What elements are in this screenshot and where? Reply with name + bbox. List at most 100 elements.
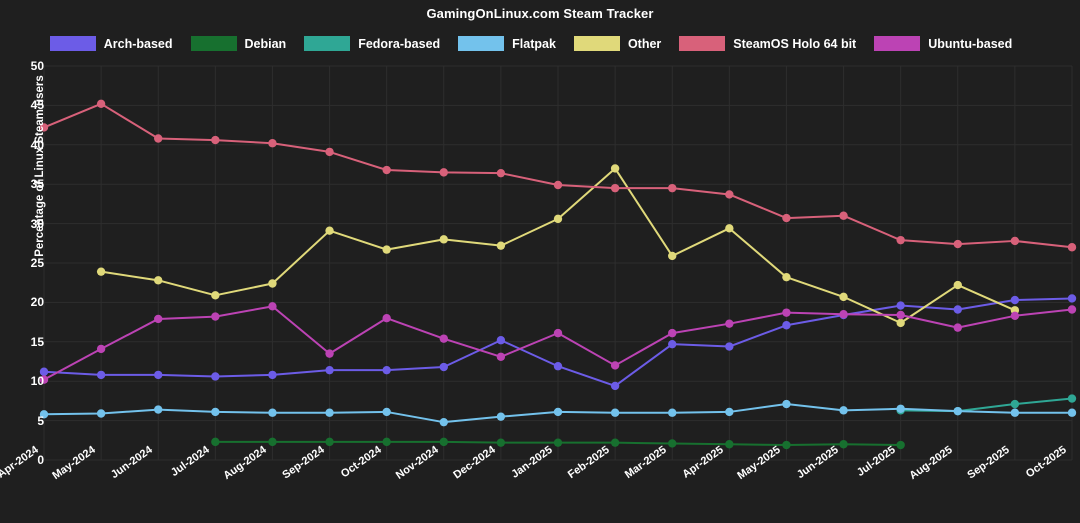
data-point bbox=[725, 319, 734, 328]
legend-item-label: Other bbox=[627, 36, 662, 51]
data-point bbox=[154, 314, 163, 324]
data-point bbox=[1010, 408, 1020, 417]
y-axis-tick-label: 35 bbox=[30, 177, 44, 192]
data-point bbox=[382, 313, 391, 323]
data-point bbox=[896, 310, 905, 320]
legend-swatch-icon bbox=[874, 36, 921, 51]
data-point bbox=[725, 224, 734, 233]
legend-flatpak[interactable]: Flatpak bbox=[458, 36, 556, 51]
data-point bbox=[96, 344, 106, 354]
data-point bbox=[610, 183, 620, 193]
data-point bbox=[896, 318, 905, 328]
legend-ubuntu-based[interactable]: Ubuntu-based bbox=[874, 36, 1012, 51]
data-point bbox=[325, 408, 334, 417]
x-axis-ticks: Apr-2024 May-2024 Jun-2024 Jul-2024 Aug-2024… bbox=[0, 444, 1080, 523]
data-point bbox=[1010, 311, 1020, 320]
data-point bbox=[1067, 305, 1077, 314]
data-point bbox=[39, 367, 49, 376]
data-point bbox=[896, 235, 905, 245]
data-point bbox=[1067, 394, 1077, 403]
legend-swatch-icon bbox=[458, 36, 505, 51]
data-point bbox=[553, 362, 563, 371]
data-point bbox=[154, 370, 163, 380]
data-point bbox=[782, 440, 791, 450]
data-point bbox=[839, 292, 848, 302]
y-axis-tick-label: 50 bbox=[30, 59, 44, 73]
data-point bbox=[668, 439, 677, 448]
y-axis-tick-label: 5 bbox=[37, 413, 44, 428]
legend-swatch-icon bbox=[49, 36, 96, 51]
data-point bbox=[553, 180, 563, 190]
series-other bbox=[96, 164, 1020, 328]
legend-debian[interactable]: Debian bbox=[190, 36, 286, 51]
legend-arch-based[interactable]: Arch-based bbox=[49, 36, 173, 51]
data-point bbox=[839, 440, 848, 449]
legend-fedora-based[interactable]: Fedora-based bbox=[304, 36, 440, 51]
data-point bbox=[496, 352, 506, 361]
legend-item-label: Fedora-based bbox=[358, 36, 441, 51]
data-point bbox=[211, 407, 220, 417]
legend-other[interactable]: Other bbox=[573, 36, 662, 51]
data-point bbox=[896, 404, 905, 413]
data-point bbox=[496, 168, 506, 178]
data-point bbox=[782, 321, 791, 330]
data-point bbox=[1067, 294, 1077, 303]
data-point bbox=[953, 406, 962, 416]
data-point bbox=[553, 438, 563, 447]
data-point bbox=[268, 139, 277, 148]
data-point bbox=[325, 437, 334, 447]
legend-swatch-icon bbox=[304, 36, 351, 51]
data-point bbox=[496, 412, 506, 421]
data-point bbox=[668, 251, 677, 261]
data-point bbox=[154, 134, 163, 143]
data-point bbox=[610, 438, 620, 447]
data-point bbox=[325, 147, 334, 157]
data-point bbox=[896, 301, 905, 310]
data-point bbox=[553, 214, 563, 224]
data-point bbox=[439, 437, 448, 447]
data-point bbox=[382, 365, 391, 375]
data-point bbox=[782, 213, 791, 223]
legend-steamos-holo-64-bit[interactable]: SteamOS Holo 64 bit bbox=[679, 36, 856, 51]
data-point bbox=[268, 279, 277, 288]
data-point bbox=[268, 370, 277, 380]
data-point bbox=[211, 135, 220, 145]
data-point bbox=[268, 408, 277, 417]
y-axis-ticks: 0 5 10 15 20 25 30 35 40 45 50 bbox=[8, 0, 44, 523]
data-point bbox=[439, 168, 448, 177]
data-point bbox=[1067, 243, 1077, 252]
data-point bbox=[725, 342, 734, 351]
data-point bbox=[782, 308, 791, 317]
data-point bbox=[211, 291, 220, 300]
data-point bbox=[782, 399, 791, 409]
data-point bbox=[725, 440, 734, 449]
data-point bbox=[154, 276, 163, 285]
data-point bbox=[325, 365, 334, 375]
data-point bbox=[268, 302, 277, 311]
data-point bbox=[439, 362, 448, 372]
data-point bbox=[39, 123, 49, 132]
data-point bbox=[496, 336, 506, 345]
data-point bbox=[1010, 236, 1020, 246]
y-axis-tick-label: 30 bbox=[30, 216, 44, 231]
data-point bbox=[39, 375, 49, 384]
data-point bbox=[610, 381, 620, 391]
data-point bbox=[1010, 399, 1020, 409]
data-point bbox=[610, 361, 620, 370]
data-point bbox=[96, 99, 106, 109]
data-point bbox=[496, 241, 506, 250]
data-point bbox=[610, 164, 620, 173]
data-point bbox=[382, 165, 391, 175]
data-point bbox=[325, 349, 334, 358]
y-axis-tick-label: 25 bbox=[30, 256, 44, 270]
data-point bbox=[96, 370, 106, 380]
y-axis-tick-label: 0 bbox=[37, 453, 44, 467]
y-axis-tick-label: 20 bbox=[30, 295, 44, 310]
chart-legend: Arch-based Debian Fedora-based Flatpak Other… bbox=[0, 36, 1080, 51]
series-arch-based bbox=[39, 294, 1077, 391]
data-point bbox=[439, 235, 448, 244]
y-axis-tick-label: 45 bbox=[30, 98, 44, 113]
